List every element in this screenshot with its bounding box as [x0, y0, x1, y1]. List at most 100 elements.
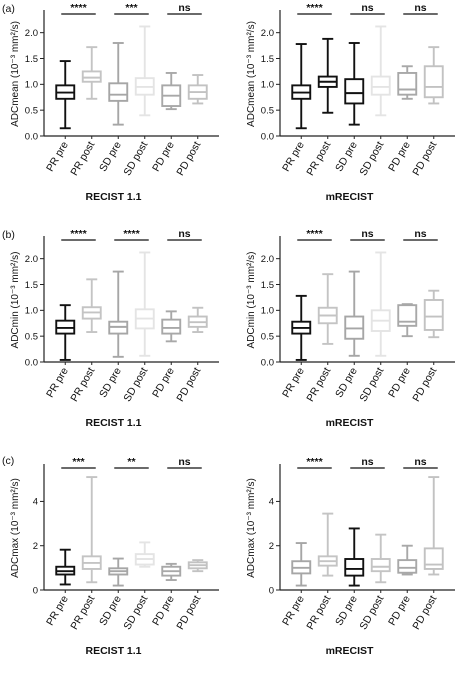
p1-category-label: PR pre — [44, 139, 71, 173]
p3-significance-label: ns — [178, 228, 190, 240]
p1-y-tick-label: 0.5 — [25, 105, 38, 116]
p2-significance-label: ns — [361, 2, 373, 14]
p1-y-tick-label: 0.0 — [25, 131, 38, 142]
p2-box-4 — [397, 72, 418, 96]
p6-category-label: PR post — [304, 593, 333, 631]
p5-y-axis-title: ADCmax (10⁻³ mm²/s) — [10, 478, 21, 578]
p2-box-3 — [370, 75, 391, 96]
p6-category-label: SD post — [357, 593, 386, 631]
p3-category-label: SD post — [121, 365, 150, 403]
p6-category-label: SD pre — [333, 593, 360, 627]
p3-category-label: PD post — [174, 365, 203, 403]
p4-significance-label: ns — [361, 228, 373, 240]
p2-y-tick-label: 1.5 — [261, 54, 274, 65]
p6-x-axis-title: mRECIST — [326, 645, 374, 657]
p2-category-label: SD pre — [333, 139, 360, 173]
p3-x-axis-title: RECIST 1.1 — [85, 417, 141, 429]
p3-category-label: SD pre — [97, 365, 124, 399]
p4-category-label: PR pre — [280, 365, 307, 399]
p2-category-label: PR pre — [280, 139, 307, 173]
p1-x-axis-title: RECIST 1.1 — [85, 191, 141, 203]
p6-box-5 — [423, 547, 444, 570]
p5-category-label: PR pre — [44, 593, 71, 627]
p6-box-4 — [397, 559, 418, 574]
p6-box-2 — [344, 558, 365, 577]
panel-label-c: (c) — [2, 455, 14, 467]
p2-y-tick-label: 2.0 — [261, 28, 274, 39]
p2-y-tick-label: 0.5 — [261, 105, 274, 116]
p2-category-label: PD post — [410, 139, 439, 177]
p6-y-tick-label: 0 — [269, 585, 274, 596]
p4-category-label: PD pre — [386, 365, 413, 399]
p4-significance-label: ns — [414, 228, 426, 240]
p3-category-label: PD pre — [150, 365, 177, 399]
p5-y-tick-label: 2 — [33, 541, 38, 552]
p2-category-label: PR post — [304, 139, 333, 177]
p3-significance-label: **** — [70, 228, 87, 240]
p1-y-tick-label: 1.5 — [25, 54, 38, 65]
panel-label-b: (b) — [2, 229, 15, 241]
p4-y-axis-title: ADCmin (10⁻³ mm²/s) — [246, 252, 257, 349]
p3-box-4 — [161, 318, 182, 335]
p4-y-tick-label: 1.0 — [261, 306, 274, 317]
p1-category-label: PD pre — [150, 139, 177, 173]
p6-box-3 — [370, 558, 391, 573]
p1-y-axis-title: ADCmean (10⁻³ mm²/s) — [10, 21, 21, 127]
p5-category-label: PD pre — [150, 593, 177, 627]
p1-category-label: PD post — [174, 139, 203, 177]
p4-significance-label: **** — [306, 228, 323, 240]
p6-category-label: PD post — [410, 593, 439, 631]
p1-box-1 — [81, 70, 102, 83]
p1-y-tick-label: 1.0 — [25, 80, 38, 91]
p4-category-label: PD post — [410, 365, 439, 403]
p5-significance-label: ns — [178, 456, 190, 468]
p2-y-tick-label: 1.0 — [261, 80, 274, 91]
p4-box-4 — [397, 304, 418, 327]
p5-category-label: PR post — [68, 593, 97, 631]
p3-y-axis-title: ADCmin (10⁻³ mm²/s) — [10, 252, 21, 349]
p4-y-tick-label: 1.5 — [261, 280, 274, 291]
p5-category-label: SD pre — [97, 593, 124, 627]
p4-category-label: PR post — [304, 365, 333, 403]
p6-category-label: PD pre — [386, 593, 413, 627]
p3-y-tick-label: 1.0 — [25, 306, 38, 317]
p5-x-axis-title: RECIST 1.1 — [85, 645, 141, 657]
p4-y-tick-label: 2.0 — [261, 254, 274, 265]
p2-box-2 — [344, 78, 365, 105]
p5-y-tick-label: 4 — [33, 497, 38, 508]
p3-category-label: PR post — [68, 365, 97, 403]
p4-y-tick-label: 0.0 — [261, 357, 274, 368]
p3-y-tick-label: 2.0 — [25, 254, 38, 265]
p5-significance-label: *** — [72, 456, 85, 468]
p2-category-label: PD pre — [386, 139, 413, 173]
p5-category-label: PD post — [174, 593, 203, 631]
p1-significance-label: **** — [70, 2, 87, 14]
p5-category-label: SD post — [121, 593, 150, 631]
p1-box-2 — [108, 82, 129, 102]
p6-y-tick-label: 2 — [269, 541, 274, 552]
p1-category-label: SD pre — [97, 139, 124, 173]
p4-box-5 — [423, 299, 444, 331]
p3-y-tick-label: 0.5 — [25, 331, 38, 342]
p1-y-tick-label: 2.0 — [25, 28, 38, 39]
p2-box-5 — [423, 65, 444, 99]
p6-category-label: PR pre — [280, 593, 307, 627]
p3-y-tick-label: 0.0 — [25, 357, 38, 368]
p2-y-tick-label: 0.0 — [261, 131, 274, 142]
p1-significance-label: *** — [125, 2, 138, 14]
p4-category-label: SD post — [357, 365, 386, 403]
p4-y-tick-label: 0.5 — [261, 331, 274, 342]
p3-category-label: PR pre — [44, 365, 71, 399]
p2-category-label: SD post — [357, 139, 386, 177]
p1-category-label: PR post — [68, 139, 97, 177]
p4-x-axis-title: mRECIST — [326, 417, 374, 429]
panel-label-a: (a) — [2, 3, 15, 15]
p2-y-axis-title: ADCmean (10⁻³ mm²/s) — [246, 21, 257, 127]
p2-significance-label: **** — [306, 2, 323, 14]
p3-significance-label: **** — [123, 228, 140, 240]
p6-significance-label: **** — [306, 456, 323, 468]
p3-y-tick-label: 1.5 — [25, 280, 38, 291]
p2-x-axis-title: mRECIST — [326, 191, 374, 203]
p6-significance-label: ns — [361, 456, 373, 468]
